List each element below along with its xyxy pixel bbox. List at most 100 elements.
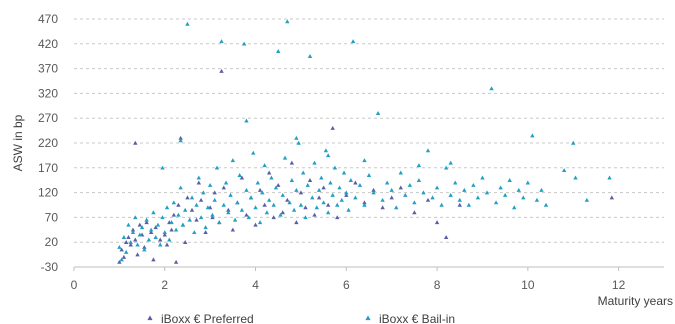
data-point <box>316 195 322 200</box>
data-point <box>178 135 183 140</box>
data-point <box>239 207 245 212</box>
data-point <box>230 158 236 163</box>
data-point <box>609 195 615 200</box>
data-point <box>201 190 206 195</box>
x-tick-label: 12 <box>612 278 626 292</box>
x-tick-label: 4 <box>252 278 259 292</box>
data-point <box>214 165 220 170</box>
data-point <box>389 187 394 192</box>
data-point <box>412 210 417 215</box>
data-point <box>169 227 174 232</box>
data-point <box>217 220 222 225</box>
x-tick-label: 2 <box>161 278 168 292</box>
series-bail-in <box>117 19 612 262</box>
data-point <box>516 187 521 192</box>
x-tick-label: 0 <box>71 278 78 292</box>
data-point <box>303 205 308 210</box>
data-point <box>398 185 403 190</box>
data-point <box>194 217 199 222</box>
data-point <box>194 202 199 207</box>
data-point <box>366 173 372 177</box>
data-point <box>421 190 426 195</box>
y-tick-label: 20 <box>45 235 59 249</box>
data-point <box>493 200 499 205</box>
data-point <box>130 230 136 235</box>
legend-label: iBoxx € Bail-in <box>379 312 455 324</box>
data-point <box>251 150 256 155</box>
data-point <box>280 192 285 197</box>
data-point <box>289 160 295 165</box>
data-point <box>457 202 462 207</box>
data-point <box>151 257 156 262</box>
data-point <box>307 54 313 58</box>
data-point <box>312 160 317 165</box>
data-point <box>235 200 240 205</box>
data-point <box>310 195 315 200</box>
data-point <box>457 197 462 202</box>
data-point <box>344 192 349 197</box>
data-point <box>203 225 208 230</box>
data-point <box>280 210 285 215</box>
data-point <box>167 237 172 242</box>
gridlines <box>74 18 664 243</box>
data-point <box>298 190 304 195</box>
data-point <box>375 111 381 115</box>
data-point <box>561 168 567 173</box>
data-point <box>325 202 331 207</box>
data-point <box>180 222 186 227</box>
data-point <box>244 118 249 123</box>
data-point <box>507 178 512 182</box>
data-point <box>362 158 367 163</box>
data-point <box>434 185 440 190</box>
data-point <box>328 180 333 185</box>
data-point <box>416 178 422 182</box>
data-point <box>380 205 385 210</box>
data-point <box>221 202 226 207</box>
data-point <box>466 202 472 207</box>
data-point <box>316 187 322 192</box>
y-tick-label: 120 <box>38 186 58 200</box>
data-point <box>539 187 544 192</box>
data-point <box>207 182 213 187</box>
data-point <box>228 192 233 197</box>
data-point <box>448 192 453 197</box>
data-point <box>335 202 340 207</box>
data-point <box>303 215 308 220</box>
data-point <box>123 240 129 244</box>
data-point <box>253 222 258 227</box>
data-point <box>169 220 174 225</box>
data-point <box>394 205 399 210</box>
data-point <box>185 195 190 200</box>
data-point <box>321 200 326 205</box>
legend-marker-icon <box>365 315 371 321</box>
y-tick-label: 370 <box>38 62 58 76</box>
data-point <box>139 225 145 230</box>
data-point <box>480 175 485 180</box>
data-point <box>403 192 408 197</box>
data-point <box>276 49 281 53</box>
data-point <box>489 86 494 91</box>
y-tick-label: 420 <box>38 37 58 51</box>
data-point <box>205 205 211 210</box>
data-point <box>312 212 317 217</box>
data-point <box>133 140 138 145</box>
data-point <box>173 259 179 264</box>
data-point <box>123 249 129 254</box>
data-point <box>321 185 326 190</box>
data-point <box>142 244 147 249</box>
data-point <box>425 148 431 153</box>
data-point <box>117 259 122 264</box>
data-point <box>117 244 122 249</box>
data-point <box>196 180 202 185</box>
data-point <box>246 215 251 220</box>
data-point <box>212 197 217 202</box>
data-point <box>443 165 449 170</box>
data-point <box>353 180 358 185</box>
data-point <box>264 210 270 215</box>
data-point <box>192 230 197 235</box>
data-point <box>294 135 299 140</box>
data-point <box>135 242 140 247</box>
data-point <box>416 163 422 168</box>
data-point <box>380 197 385 202</box>
data-point <box>241 41 247 46</box>
